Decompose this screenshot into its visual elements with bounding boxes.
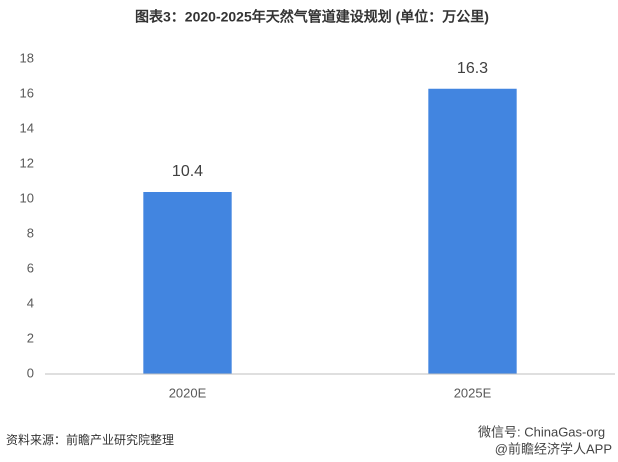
y-tick-label: 4: [27, 295, 34, 310]
x-tick-label: 2020E: [169, 385, 207, 400]
y-tick-label: 14: [20, 120, 34, 135]
value-label: 10.4: [172, 163, 203, 180]
bar: [143, 192, 232, 374]
y-tick-label: 18: [20, 50, 34, 65]
y-tick-label: 8: [27, 225, 34, 240]
source-note: 资料来源：前瞻产业研究院整理: [6, 432, 174, 447]
y-tick-label: 12: [20, 155, 34, 170]
y-tick-label: 10: [20, 190, 34, 205]
y-tick-label: 0: [27, 365, 34, 380]
y-tick-label: 2: [27, 330, 34, 345]
chart-title: 图表3：2020-2025年天然气管道建设规划 (单位：万公里): [135, 9, 489, 25]
watermark: @前瞻经济学人APP: [495, 441, 612, 456]
watermark: 微信号: ChinaGas-org: [478, 424, 605, 439]
y-tick-label: 16: [20, 85, 34, 100]
x-tick-label: 2025E: [454, 385, 492, 400]
y-tick-label: 6: [27, 260, 34, 275]
bar: [428, 88, 517, 374]
value-label: 16.3: [457, 60, 488, 77]
